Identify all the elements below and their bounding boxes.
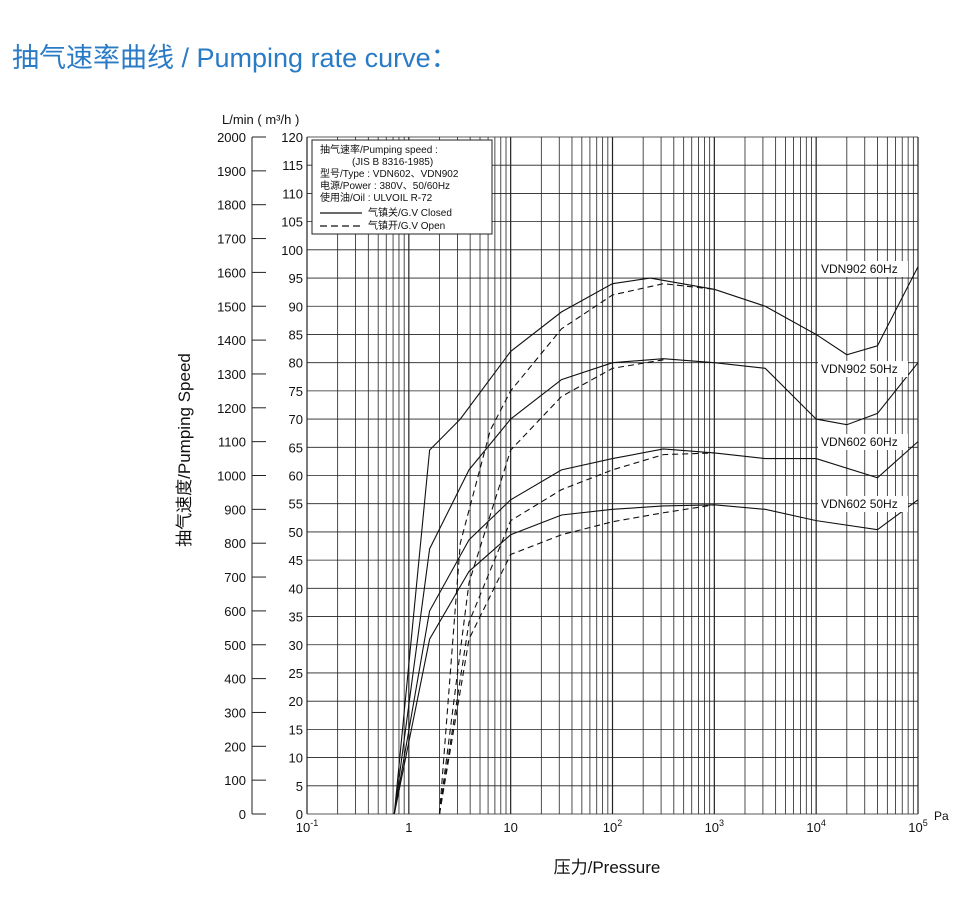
y-tick-label: 95 <box>289 271 303 286</box>
left-y-tick-label: 600 <box>224 604 246 619</box>
legend-text: 电源/Power : 380V、50/60Hz <box>320 179 450 192</box>
series-label-bg <box>818 496 908 512</box>
series-line-vdn902-50hz-dashed <box>438 359 664 815</box>
left-y-tick-label: 1900 <box>217 164 246 179</box>
series-line-vdn902-50hz-solid <box>393 358 919 815</box>
series-label-bg <box>818 361 908 377</box>
legend-text: 使用油/Oil : ULVOIL R-72 <box>320 191 433 204</box>
legend-text: 抽气速率/Pumping speed : <box>320 143 438 156</box>
series-label-bg <box>818 434 908 450</box>
left-y-tick-label: 1700 <box>217 232 246 247</box>
y-tick-label: 55 <box>289 497 303 512</box>
left-y-tick-label: 200 <box>224 739 246 754</box>
y-axis-label: 抽气速度/Pumping Speed <box>175 353 194 547</box>
series-label: VDN902 50Hz <box>821 362 898 376</box>
left-y-tick-label: 700 <box>224 570 246 585</box>
x-tick-label: 104 <box>806 818 825 835</box>
y-tick-label: 75 <box>289 384 303 399</box>
left-y-tick-label: 500 <box>224 638 246 653</box>
page-title: 抽气速率曲线 / Pumping rate curve： <box>12 43 458 73</box>
y-tick-label: 15 <box>289 722 303 737</box>
left-y-tick-label: 1300 <box>217 367 246 382</box>
y-tick-label: 80 <box>289 356 303 371</box>
x-tick-label: 10-1 <box>296 818 318 835</box>
series-label: VDN602 50Hz <box>821 497 898 511</box>
legend-solid-label: 气镇关/G.V Closed <box>368 206 452 219</box>
y-tick-label: 5 <box>296 779 303 794</box>
left-y-tick-label: 2000 <box>217 130 246 145</box>
left-y-tick-label: 1500 <box>217 299 246 314</box>
left-y-tick-label: 400 <box>224 672 246 687</box>
left-y-tick-label: 800 <box>224 536 246 551</box>
y-tick-label: 85 <box>289 327 303 342</box>
x-tick-label: 105 <box>908 818 927 835</box>
y-tick-label: 100 <box>281 243 303 258</box>
legend-box <box>311 139 493 235</box>
y-tick-label: 35 <box>289 610 303 625</box>
left-y-tick-label: 100 <box>224 773 246 788</box>
series-line-vdn602-50hz-solid <box>393 499 919 815</box>
y-tick-label: 40 <box>289 581 303 596</box>
series-label: VDN602 60Hz <box>821 435 898 449</box>
x-tick-label: 1 <box>405 820 412 835</box>
legend-text: 型号/Type : VDN602、VDN902 <box>320 167 459 180</box>
y-tick-label: 10 <box>289 751 303 766</box>
legend-text: (JIS B 8316-1985) <box>352 157 433 168</box>
x-unit-label: Pa <box>934 809 949 823</box>
left-y-tick-label: 1400 <box>217 333 246 348</box>
y-tick-label: 105 <box>281 215 303 230</box>
series-line-vdn602-60hz-dashed <box>438 452 715 815</box>
series-label-bg <box>818 261 908 277</box>
left-y-tick-label: 0 <box>239 807 246 822</box>
left-y-tick-label: 1600 <box>217 265 246 280</box>
series-line-vdn602-50hz-dashed <box>438 504 715 815</box>
left-y-tick-label: 300 <box>224 705 246 720</box>
y-tick-label: 25 <box>289 666 303 681</box>
left-y-tick-label: 1200 <box>217 401 246 416</box>
x-tick-label: 103 <box>705 818 724 835</box>
y-tick-label: 60 <box>289 469 303 484</box>
x-tick-label: 10 <box>503 820 517 835</box>
y-tick-label: 115 <box>282 158 303 173</box>
y-tick-label: 110 <box>282 186 303 201</box>
left-y-tick-label: 1100 <box>218 435 246 450</box>
y-tick-label: 90 <box>289 299 303 314</box>
y-tick-label: 20 <box>289 694 303 709</box>
y-tick-label: 0 <box>296 807 303 822</box>
series-label: VDN902 60Hz <box>821 262 898 276</box>
x-tick-label: 102 <box>603 818 622 835</box>
left-y-tick-label: 1000 <box>217 469 246 484</box>
series-line-vdn602-60hz-solid <box>393 441 919 815</box>
y-tick-label: 50 <box>289 525 303 540</box>
y-tick-label: 65 <box>289 440 303 455</box>
left-y-tick-label: 900 <box>224 502 246 517</box>
y-tick-label: 45 <box>289 553 303 568</box>
series-line-vdn902-60hz-solid <box>393 266 919 815</box>
legend-dashed-label: 气镇开/G.V Open <box>368 219 445 232</box>
left-y-tick-label: 1800 <box>217 198 246 213</box>
y-tick-label: 30 <box>289 638 303 653</box>
y-unit-label: L/min ( m³/h ) <box>222 112 299 127</box>
y-tick-label: 120 <box>281 130 303 145</box>
series-line-vdn902-60hz-dashed <box>438 283 715 815</box>
y-tick-label: 70 <box>289 412 303 427</box>
x-axis-label: 压力/Pressure <box>554 858 661 877</box>
